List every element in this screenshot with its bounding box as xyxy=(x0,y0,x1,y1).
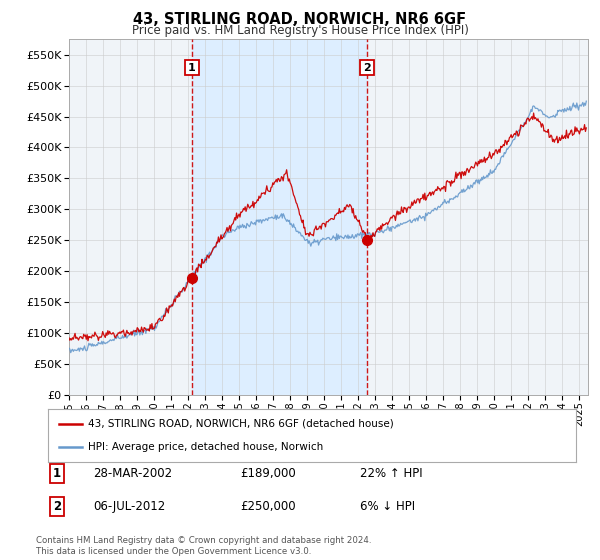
Text: 22% ↑ HPI: 22% ↑ HPI xyxy=(360,466,422,480)
Text: £250,000: £250,000 xyxy=(240,500,296,514)
Text: 2: 2 xyxy=(53,500,61,514)
Text: 1: 1 xyxy=(53,466,61,480)
Text: Price paid vs. HM Land Registry's House Price Index (HPI): Price paid vs. HM Land Registry's House … xyxy=(131,24,469,36)
Text: 43, STIRLING ROAD, NORWICH, NR6 6GF: 43, STIRLING ROAD, NORWICH, NR6 6GF xyxy=(133,12,467,27)
Text: Contains HM Land Registry data © Crown copyright and database right 2024.
This d: Contains HM Land Registry data © Crown c… xyxy=(36,536,371,556)
Text: 2: 2 xyxy=(363,63,371,73)
Text: 28-MAR-2002: 28-MAR-2002 xyxy=(93,466,172,480)
Text: 1: 1 xyxy=(188,63,196,73)
Text: HPI: Average price, detached house, Norwich: HPI: Average price, detached house, Norw… xyxy=(88,442,323,452)
Text: 06-JUL-2012: 06-JUL-2012 xyxy=(93,500,165,514)
Text: £189,000: £189,000 xyxy=(240,466,296,480)
Bar xyxy=(192,39,367,395)
Text: 43, STIRLING ROAD, NORWICH, NR6 6GF (detached house): 43, STIRLING ROAD, NORWICH, NR6 6GF (det… xyxy=(88,419,394,429)
Text: 6% ↓ HPI: 6% ↓ HPI xyxy=(360,500,415,514)
